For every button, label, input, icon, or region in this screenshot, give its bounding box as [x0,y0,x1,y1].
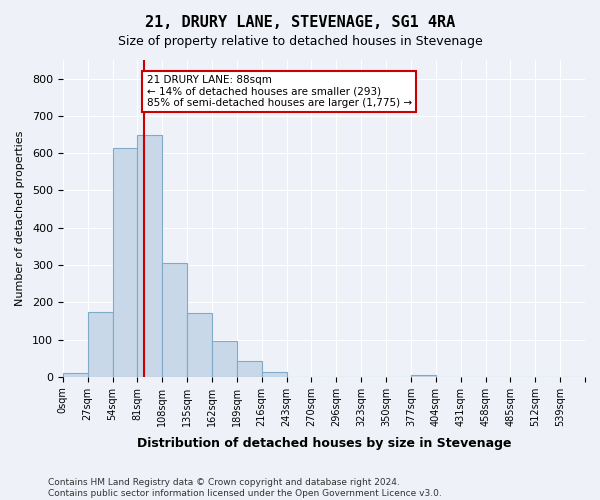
Bar [212,340,237,377]
Text: Size of property relative to detached houses in Stevenage: Size of property relative to detached ho… [118,35,482,48]
Text: 21, DRURY LANE, STEVENAGE, SG1 4RA: 21, DRURY LANE, STEVENAGE, SG1 4RA [145,15,455,30]
Y-axis label: Number of detached properties: Number of detached properties [15,130,25,306]
Bar [411,375,436,377]
Bar [162,263,187,377]
Bar [237,361,262,377]
Bar [63,373,88,377]
Bar [88,312,113,377]
Bar [187,314,212,377]
Text: 21 DRURY LANE: 88sqm
← 14% of detached houses are smaller (293)
85% of semi-deta: 21 DRURY LANE: 88sqm ← 14% of detached h… [146,75,412,108]
Bar [262,372,287,377]
Text: Contains HM Land Registry data © Crown copyright and database right 2024.
Contai: Contains HM Land Registry data © Crown c… [48,478,442,498]
X-axis label: Distribution of detached houses by size in Stevenage: Distribution of detached houses by size … [137,437,511,450]
Bar [113,148,137,377]
Bar [137,134,162,377]
